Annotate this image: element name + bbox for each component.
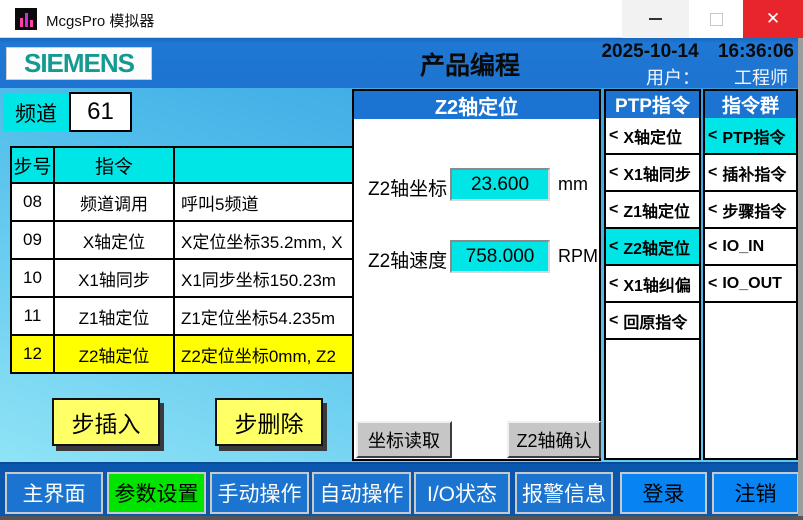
window-bottom-edge	[0, 516, 803, 520]
list-marker-icon: <	[708, 237, 718, 255]
group-item-ptp-commands[interactable]: < PTP指令	[705, 118, 796, 155]
command-group-list: 指令群 < PTP指令 < 插补指令 < 步骤指令 < IO_IN < IO_O…	[703, 89, 798, 460]
z2-speed-unit: RPM	[558, 246, 598, 266]
z2-speed-row: Z2轴速度 758.000 RPM	[354, 240, 599, 274]
step-insert-button[interactable]: 步插入	[52, 398, 160, 446]
title-bar: McgsPro 模拟器 ✕	[0, 0, 803, 38]
ptp-list-title: PTP指令	[606, 91, 699, 118]
group-item-interpolation-commands[interactable]: < 插补指令	[705, 155, 796, 192]
close-icon: ✕	[765, 9, 781, 28]
step-number: 09	[10, 220, 55, 260]
step-instruction: 频道调用	[53, 182, 175, 222]
ptp-item-home-command[interactable]: < 回原指令	[606, 303, 699, 340]
group-list-title: 指令群	[705, 91, 796, 118]
list-marker-icon: <	[708, 163, 718, 181]
nav-parameter-settings[interactable]: 参数设置	[107, 472, 206, 514]
list-marker-icon: <	[609, 311, 619, 329]
close-button[interactable]: ✕	[743, 0, 803, 38]
nav-login[interactable]: 登录	[620, 472, 707, 514]
user-value: 工程师	[734, 68, 788, 88]
ptp-item-x-axis-position[interactable]: < X轴定位	[606, 118, 699, 155]
date-value: 2025-10-14	[601, 41, 699, 62]
nav-io-status[interactable]: I/O状态	[414, 472, 510, 514]
user-label: 用户：	[646, 68, 700, 88]
step-number: 08	[10, 182, 55, 222]
z2-speed-field[interactable]: 758.000	[450, 240, 550, 273]
user-info: 用户： 工程师	[560, 64, 798, 90]
z2-positioning-panel: Z2轴定位 Z2轴坐标 23.600 mm Z2轴速度 758.000 RPM …	[352, 89, 601, 461]
window-title: McgsPro 模拟器	[46, 13, 155, 30]
step-instruction: X1轴同步	[53, 258, 175, 298]
page-title: 产品编程	[419, 52, 520, 80]
list-marker-icon: <	[708, 274, 718, 292]
z2-coordinate-unit: mm	[558, 174, 588, 194]
col-header-step: 步号	[10, 146, 55, 184]
nav-auto-operation[interactable]: 自动操作	[312, 472, 411, 514]
list-marker-icon: <	[609, 237, 619, 255]
nav-alarm-info[interactable]: 报警信息	[515, 472, 613, 514]
time-value: 16:36:06	[717, 41, 794, 62]
step-instruction: Z2轴定位	[53, 334, 175, 374]
group-item-io-out[interactable]: < IO_OUT	[705, 266, 796, 303]
step-number: 12	[10, 334, 55, 374]
bottom-nav-bar: 主界面 参数设置 手动操作 自动操作 I/O状态 报警信息 登录 注销	[0, 462, 803, 516]
brand-logo: SIEMENS	[6, 47, 152, 80]
step-instruction: X轴定位	[53, 220, 175, 260]
step-number: 10	[10, 258, 55, 298]
ptp-item-x1-axis-sync[interactable]: < X1轴同步	[606, 155, 699, 192]
app-icon	[15, 8, 37, 30]
z2-coordinate-row: Z2轴坐标 23.600 mm	[354, 168, 599, 202]
z2-coordinate-field[interactable]: 23.600	[450, 168, 550, 201]
nav-main-screen[interactable]: 主界面	[5, 472, 103, 514]
group-item-io-in[interactable]: < IO_IN	[705, 229, 796, 266]
panel-title: Z2轴定位	[354, 91, 599, 119]
list-marker-icon: <	[708, 200, 718, 218]
list-marker-icon: <	[609, 163, 619, 181]
minimize-button[interactable]	[622, 0, 689, 38]
list-marker-icon: <	[609, 126, 619, 144]
channel-label: 频道	[3, 94, 69, 131]
main-area: 频道 61 步号 指令 08 频道调用 呼叫5频道 09 X轴定位 X定位坐标3…	[0, 88, 803, 462]
col-header-instruction: 指令	[53, 146, 175, 184]
ptp-item-z1-axis-position[interactable]: < Z1轴定位	[606, 192, 699, 229]
maximize-icon	[709, 12, 723, 26]
ptp-item-x1-axis-correction[interactable]: < X1轴纠偏	[606, 266, 699, 303]
list-marker-icon: <	[609, 200, 619, 218]
list-marker-icon: <	[609, 274, 619, 292]
step-instruction: Z1轴定位	[53, 296, 175, 336]
minimize-icon	[649, 18, 662, 20]
z2-speed-label: Z2轴速度	[368, 251, 448, 272]
z2-confirm-button[interactable]: Z2轴确认	[507, 421, 601, 458]
list-marker-icon: <	[708, 126, 718, 144]
nav-logout[interactable]: 注销	[712, 472, 799, 514]
datetime: 2025-10-14 16:36:06	[560, 41, 798, 63]
window-right-edge	[798, 38, 803, 516]
maximize-button[interactable]	[689, 0, 743, 38]
group-item-step-commands[interactable]: < 步骤指令	[705, 192, 796, 229]
ptp-item-z2-axis-position[interactable]: < Z2轴定位	[606, 229, 699, 266]
ptp-command-list: PTP指令 < X轴定位 < X1轴同步 < Z1轴定位 < Z2轴定位 < X…	[604, 89, 701, 460]
page-header: SIEMENS 产品编程 2025-10-14 16:36:06 用户： 工程师	[0, 38, 803, 88]
coordinate-read-button[interactable]: 坐标读取	[356, 421, 452, 458]
channel-value-field[interactable]: 61	[69, 92, 132, 132]
step-delete-button[interactable]: 步删除	[215, 398, 323, 446]
step-number: 11	[10, 296, 55, 336]
nav-manual-operation[interactable]: 手动操作	[210, 472, 309, 514]
z2-coordinate-label: Z2轴坐标	[368, 179, 448, 200]
